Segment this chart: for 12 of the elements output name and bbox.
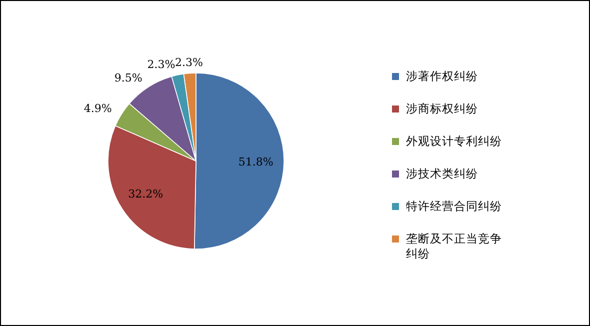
- legend-label: 垄断及不正当竞争纠纷: [406, 232, 502, 260]
- data-label: 4.9%: [84, 102, 112, 116]
- legend-label: 特许经营合同纠纷: [406, 199, 502, 213]
- data-label: 51.8%: [238, 156, 274, 169]
- legend-label: 涉著作权纠纷: [406, 69, 478, 83]
- legend-label: 外观设计专利纠纷: [406, 134, 502, 148]
- data-label: 2.3%: [175, 56, 204, 69]
- legend-label: 涉商标权纠纷: [406, 102, 478, 116]
- legend-label: 涉技术类纠纷: [406, 166, 478, 180]
- data-label: 2.3%: [147, 58, 176, 71]
- data-label: 9.5%: [114, 71, 142, 84]
- data-label: 32.2%: [128, 187, 164, 200]
